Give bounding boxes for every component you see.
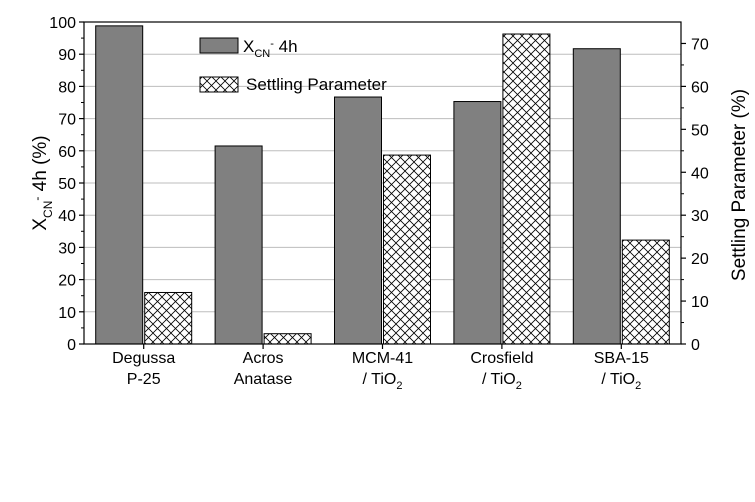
left-tick-label: 90 bbox=[58, 47, 76, 64]
right-tick-label: 60 bbox=[691, 79, 709, 96]
right-tick-label: 50 bbox=[691, 122, 709, 139]
bar-settling-4 bbox=[621, 239, 670, 345]
category-label-line1: Acros bbox=[243, 350, 284, 367]
category-label-line1: MCM-41 bbox=[352, 350, 413, 367]
left-tick-label: 60 bbox=[58, 144, 76, 161]
category-label-line2-main: / TiO bbox=[601, 371, 635, 388]
right-tick-label: 30 bbox=[691, 208, 709, 225]
bar-settling-1 bbox=[263, 333, 312, 345]
y-right-axis-title: Settling Parameter (%) bbox=[729, 89, 750, 281]
bar-xcn-1 bbox=[214, 145, 263, 345]
right-tick-label: 10 bbox=[691, 294, 709, 311]
category-label-line2-sub: 2 bbox=[396, 380, 402, 392]
category-label-line2: / TiO2 bbox=[482, 371, 522, 392]
category-label-line1: Degussa bbox=[112, 350, 175, 367]
bar-xcn-4 bbox=[572, 48, 621, 345]
category-label-line2-sub: 2 bbox=[516, 380, 522, 392]
bars-group bbox=[95, 25, 670, 345]
left-tick-label: 20 bbox=[58, 273, 76, 290]
legend-label-xcn: XCN- 4h bbox=[243, 37, 298, 60]
category-label-line1: Crosfield bbox=[470, 350, 533, 367]
bar-xcn-0 bbox=[95, 25, 144, 345]
left-tick-label: 100 bbox=[49, 15, 76, 32]
category-label-line2-main: Anatase bbox=[234, 371, 293, 388]
left-tick-label: 80 bbox=[58, 79, 76, 96]
left-tick-label: 0 bbox=[67, 337, 76, 354]
left-tick-label: 10 bbox=[58, 305, 76, 322]
bar-xcn-3 bbox=[453, 101, 502, 345]
left-tick-label: 70 bbox=[58, 112, 76, 129]
category-label-line2-main: / TiO bbox=[363, 371, 397, 388]
category-label-line2-main: / TiO bbox=[482, 371, 516, 388]
left-tick-label: 40 bbox=[58, 208, 76, 225]
legend-swatch-settling bbox=[199, 76, 239, 93]
right-axis-ticks: 0 10 20 30 40 50 60 70 bbox=[681, 36, 709, 354]
category-label-line2: / TiO2 bbox=[363, 371, 403, 392]
right-tick-label: 20 bbox=[691, 251, 709, 268]
bar-settling-0 bbox=[144, 291, 193, 345]
left-axis-ticks: 0 10 20 30 40 50 60 70 80 90 100 bbox=[49, 15, 84, 354]
category-label-line2-main: P-25 bbox=[127, 371, 161, 388]
bar-xcn-2 bbox=[334, 96, 382, 345]
left-tick-label: 30 bbox=[58, 240, 76, 257]
bar-settling-2 bbox=[383, 154, 431, 345]
category-label-line1: SBA-15 bbox=[594, 350, 649, 367]
y-left-axis-title: XCN- 4h (%) bbox=[30, 135, 55, 230]
legend: XCN- 4h Settling Parameter bbox=[199, 37, 387, 94]
category-label-line2-sub: 2 bbox=[635, 380, 641, 392]
legend-label-settling: Settling Parameter bbox=[246, 75, 387, 94]
bar-settling-3 bbox=[502, 33, 551, 345]
category-label-line2: / TiO2 bbox=[601, 371, 641, 392]
gridlines bbox=[84, 53, 681, 313]
right-tick-label: 40 bbox=[691, 165, 709, 182]
left-tick-label: 50 bbox=[58, 176, 76, 193]
right-tick-label: 70 bbox=[691, 36, 709, 53]
legend-swatch-xcn bbox=[199, 37, 239, 54]
category-label-line2: P-25 bbox=[127, 371, 161, 388]
right-tick-label: 0 bbox=[691, 337, 700, 354]
category-label-line2: Anatase bbox=[234, 371, 293, 388]
